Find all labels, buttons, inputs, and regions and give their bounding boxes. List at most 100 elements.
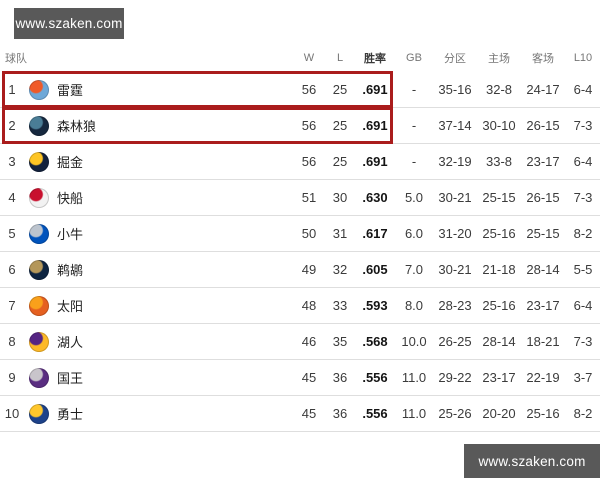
division-record: 25-26 <box>438 406 472 421</box>
away-record: 18-21 <box>526 334 560 349</box>
losses-value: 25 <box>332 154 348 169</box>
away-record: 22-19 <box>526 370 560 385</box>
away-record: 25-15 <box>526 226 560 241</box>
header-division[interactable]: 分区 <box>444 53 466 65</box>
team-name[interactable]: 勇士 <box>57 407 84 422</box>
win-pct-value: .617 <box>362 226 388 241</box>
header-home[interactable]: 主场 <box>488 53 510 65</box>
games-behind-value: 7.0 <box>404 262 424 277</box>
home-record: 30-10 <box>482 118 516 133</box>
table-row[interactable]: 2 森林狼 56 25 .691 - 37-14 30-10 26-15 7-3 <box>0 107 600 144</box>
rank-number: 10 <box>4 406 20 421</box>
away-record: 25-16 <box>526 406 560 421</box>
table-row[interactable]: 6 鹈鹕 49 32 .605 7.0 30-21 21-18 28-14 5-… <box>0 252 600 288</box>
header-away[interactable]: 客场 <box>532 53 554 65</box>
win-pct-value: .593 <box>362 298 388 313</box>
wins-value: 56 <box>301 154 317 169</box>
table-row[interactable]: 3 掘金 56 25 .691 - 32-19 33-8 23-17 6-4 <box>0 144 600 180</box>
games-behind-value: - <box>411 118 417 133</box>
last10-record: 7-3 <box>573 190 593 205</box>
table-row[interactable]: 9 国王 45 36 .556 11.0 29-22 23-17 22-19 3… <box>0 360 600 396</box>
thunder-logo-icon <box>24 79 54 100</box>
home-record: 25-16 <box>482 226 516 241</box>
header-wins[interactable]: W <box>303 52 315 64</box>
table-row[interactable]: 1 雷霆 56 25 .691 - 35-16 32-8 24-17 6-4 <box>0 71 600 108</box>
win-pct-value: .630 <box>362 190 388 205</box>
division-record: 30-21 <box>438 262 472 277</box>
games-behind-value: 11.0 <box>401 370 427 385</box>
watermark-top-left: www.szaken.com <box>14 8 124 39</box>
team-name[interactable]: 太阳 <box>57 299 84 314</box>
games-behind-value: 6.0 <box>404 226 424 241</box>
home-record: 25-15 <box>482 190 516 205</box>
team-name[interactable]: 快船 <box>57 191 84 206</box>
header-win-pct[interactable]: 胜率 <box>364 53 386 65</box>
rank-number: 3 <box>8 154 16 169</box>
division-record: 32-19 <box>438 154 472 169</box>
losses-value: 36 <box>332 370 348 385</box>
watermark-text: www.szaken.com <box>15 16 123 31</box>
rank-number: 4 <box>8 190 16 205</box>
lakers-logo-icon <box>24 331 54 352</box>
table-header-row: 球队 W L 胜率 GB 分区 主场 客场 L10 <box>0 44 600 72</box>
standings-table: 球队 W L 胜率 GB 分区 主场 客场 L10 1 雷霆 56 25 .69… <box>0 44 600 432</box>
warriors-logo-icon <box>24 403 54 424</box>
home-record: 28-14 <box>482 334 516 349</box>
home-record: 32-8 <box>485 82 513 97</box>
last10-record: 8-2 <box>573 406 593 421</box>
losses-value: 25 <box>332 82 348 97</box>
team-name[interactable]: 掘金 <box>57 155 84 170</box>
win-pct-value: .691 <box>362 82 388 97</box>
games-behind-value: 5.0 <box>404 190 424 205</box>
division-record: 30-21 <box>438 190 472 205</box>
games-behind-value: 11.0 <box>401 406 427 421</box>
division-record: 29-22 <box>438 370 472 385</box>
header-games-behind[interactable]: GB <box>406 52 422 64</box>
table-row[interactable]: 4 快船 51 30 .630 5.0 30-21 25-15 26-15 7-… <box>0 180 600 216</box>
away-record: 23-17 <box>526 298 560 313</box>
team-name[interactable]: 国王 <box>57 371 84 386</box>
team-name[interactable]: 鹈鹕 <box>57 263 84 278</box>
away-record: 28-14 <box>526 262 560 277</box>
last10-record: 6-4 <box>573 154 593 169</box>
last10-record: 7-3 <box>573 334 593 349</box>
win-pct-value: .556 <box>362 406 388 421</box>
games-behind-value: 10.0 <box>401 334 427 349</box>
last10-record: 5-5 <box>573 262 593 277</box>
table-row[interactable]: 10 勇士 45 36 .556 11.0 25-26 20-20 25-16 … <box>0 396 600 432</box>
table-row[interactable]: 8 湖人 46 35 .568 10.0 26-25 28-14 18-21 7… <box>0 324 600 360</box>
wins-value: 46 <box>301 334 317 349</box>
home-record: 20-20 <box>482 406 516 421</box>
games-behind-value: 8.0 <box>404 298 424 313</box>
win-pct-value: .691 <box>362 118 388 133</box>
rank-number: 1 <box>8 82 16 97</box>
team-name[interactable]: 小牛 <box>57 227 84 242</box>
header-last10[interactable]: L10 <box>573 52 593 64</box>
losses-value: 30 <box>332 190 348 205</box>
team-name[interactable]: 雷霆 <box>57 83 84 98</box>
division-record: 26-25 <box>438 334 472 349</box>
win-pct-value: .605 <box>362 262 388 277</box>
away-record: 26-15 <box>526 190 560 205</box>
pelicans-logo-icon <box>24 259 54 280</box>
wins-value: 49 <box>301 262 317 277</box>
standings-rows: 1 雷霆 56 25 .691 - 35-16 32-8 24-17 6-4 2… <box>0 71 600 432</box>
wins-value: 48 <box>301 298 317 313</box>
win-pct-value: .568 <box>362 334 388 349</box>
header-losses[interactable]: L <box>336 52 344 64</box>
watermark-bottom-right: www.szaken.com <box>464 444 600 478</box>
losses-value: 31 <box>332 226 348 241</box>
table-row[interactable]: 7 太阳 48 33 .593 8.0 28-23 25-16 23-17 6-… <box>0 288 600 324</box>
kings-logo-icon <box>24 367 54 388</box>
last10-record: 7-3 <box>573 118 593 133</box>
games-behind-value: - <box>411 82 417 97</box>
table-row[interactable]: 5 小牛 50 31 .617 6.0 31-20 25-16 25-15 8-… <box>0 216 600 252</box>
home-record: 21-18 <box>482 262 516 277</box>
team-name[interactable]: 森林狼 <box>57 119 97 134</box>
losses-value: 25 <box>332 118 348 133</box>
rank-number: 8 <box>8 334 16 349</box>
team-name[interactable]: 湖人 <box>57 335 84 350</box>
losses-value: 32 <box>332 262 348 277</box>
suns-logo-icon <box>24 295 54 316</box>
